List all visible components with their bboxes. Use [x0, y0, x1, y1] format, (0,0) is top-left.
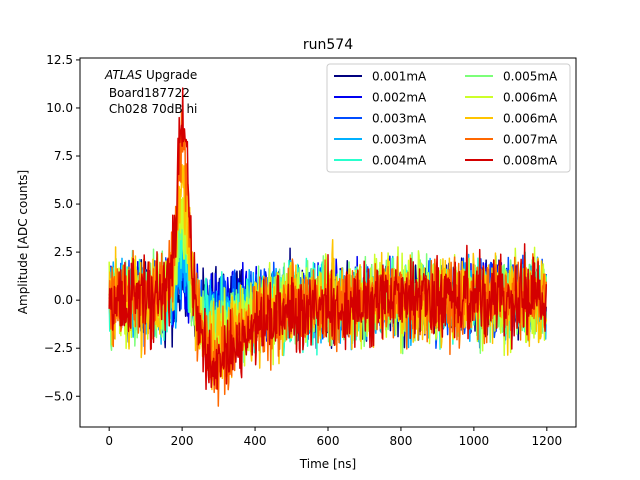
annotation-text: Board187722	[105, 86, 190, 100]
y-tick-label: 12.5	[46, 53, 73, 67]
legend-label: 0.004mA	[372, 154, 427, 168]
legend-label: 0.001mA	[372, 70, 427, 84]
ticks-layer: 0 200 400 600 800 1000 1200 −5.0 −2.5 0.0 2.5 5.0 7.…	[44, 53, 562, 448]
annotation-italic: ATLAS	[104, 68, 143, 82]
y-tick-label: −5.0	[44, 389, 73, 403]
y-axis-title: Amplitude [ADC counts]	[16, 170, 30, 314]
x-tick-label: 400	[244, 434, 267, 448]
legend-label: 0.008mA	[503, 154, 558, 168]
legend-label: 0.002mA	[372, 91, 427, 105]
annotation-line-1: ATLAS Upgrade	[104, 68, 197, 82]
annotation-text: Upgrade	[142, 68, 197, 82]
legend-label: 0.003mA	[372, 112, 427, 126]
y-tick-label: 0.0	[54, 293, 73, 307]
legend-box	[326, 63, 571, 173]
y-tick-label: 2.5	[54, 245, 73, 259]
x-tick-label: 200	[171, 434, 194, 448]
chart-title: run574	[303, 37, 353, 53]
y-tick-label: 5.0	[54, 197, 73, 211]
x-tick-label: 600	[317, 434, 340, 448]
y-tick-label: 10.0	[46, 101, 73, 115]
x-tick-label: 800	[389, 434, 412, 448]
series-line	[108, 87, 547, 391]
x-tick-label: 0	[105, 434, 113, 448]
x-tick-label: 1000	[459, 434, 490, 448]
legend-label: 0.006mA	[503, 91, 558, 105]
annotation-line-3: Ch028 70dB hi	[105, 102, 197, 116]
legend-label: 0.006mA	[503, 112, 558, 126]
legend-label: 0.007mA	[503, 133, 558, 147]
y-tick-label: 7.5	[54, 149, 73, 163]
x-axis-title: Time [ns]	[299, 457, 356, 471]
annotation-text: Ch028 70dB hi	[105, 102, 197, 116]
legend: 0.001mA 0.002mA 0.003mA 0.003mA 0.004mA 0.005…	[326, 63, 571, 173]
x-tick-label: 1200	[532, 434, 563, 448]
legend-label: 0.005mA	[503, 70, 558, 84]
annotation-line-2: Board187722	[105, 86, 190, 100]
legend-label: 0.003mA	[372, 133, 427, 147]
y-tick-label: −2.5	[44, 341, 73, 355]
series-layer	[108, 87, 547, 407]
annotation: ATLAS Upgrade Board187722 Ch028 70dB hi	[104, 68, 197, 116]
